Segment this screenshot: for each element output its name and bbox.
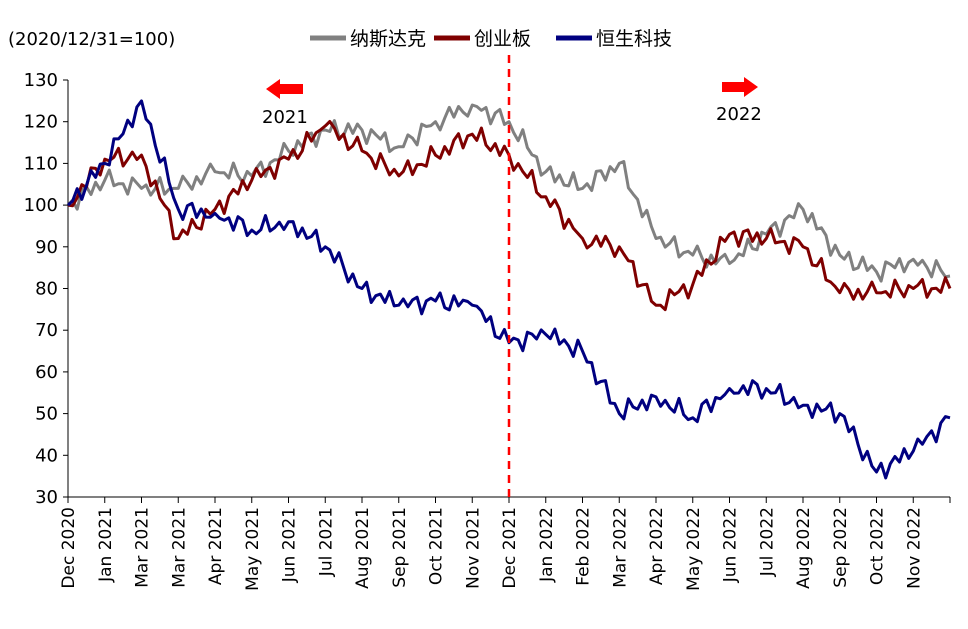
y-tick-label: 130 [24, 70, 58, 91]
legend: 纳斯达克 创业板 恒生科技 [310, 28, 672, 50]
y-tick-label: 70 [35, 320, 58, 341]
y-tick-label: 50 [35, 404, 58, 425]
x-tick-label: Oct 2022 [868, 507, 888, 585]
x-tick-label: Oct 2021 [427, 507, 447, 585]
x-tick-label: Jul 2022 [757, 507, 777, 577]
annotation-2022: 2022 [716, 77, 762, 125]
right-arrow-icon [722, 77, 758, 97]
x-tick-label: Dec 2020 [59, 507, 79, 589]
x-tick-label: Aug 2022 [794, 507, 814, 589]
x-tick-label: Mar 2021 [169, 507, 189, 588]
x-tick-label: Aug 2021 [353, 507, 373, 589]
x-tick-label: Feb 2022 [574, 507, 594, 586]
y-tick-label: 60 [35, 362, 58, 383]
y-axis: 30 40 50 60 70 80 90 100 110 120 130 [24, 70, 69, 508]
x-tick-label: Jun 2021 [280, 507, 300, 583]
x-tick-label: Apr 2022 [647, 507, 667, 585]
x-tick-label: Dec 2021 [500, 507, 520, 589]
x-tick-label: Sep 2022 [831, 507, 851, 588]
base-label: (2020/12/31=100) [8, 29, 175, 50]
legend-label-nasdaq: 纳斯达克 [350, 28, 426, 50]
annotation-2021-label: 2021 [262, 107, 308, 128]
y-tick-label: 40 [35, 445, 58, 466]
x-tick-label: May 2022 [684, 507, 704, 591]
x-tick-label: Mar 2022 [610, 507, 630, 588]
series-line-nasdaq [66, 103, 951, 283]
annotation-2021: 2021 [262, 79, 308, 128]
y-tick-label: 100 [24, 195, 58, 216]
x-tick-label: Apr 2021 [206, 507, 226, 585]
annotation-2022-label: 2022 [716, 104, 762, 125]
legend-label-hstech: 恒生科技 [596, 28, 672, 50]
x-tick-label: Mar 2021 [133, 507, 153, 588]
x-tick-label: Nov 2022 [904, 507, 924, 589]
y-tick-label: 110 [24, 153, 58, 174]
legend-label-chinext: 创业板 [474, 28, 531, 50]
y-tick-label: 90 [35, 237, 58, 258]
left-arrow-icon [266, 79, 303, 99]
y-tick-label: 80 [35, 279, 58, 300]
x-axis: Dec 2020 Jan 2021 Mar 2021 Mar 2021 Apr 2021… [59, 496, 951, 591]
x-tick-label: Jan 2022 [537, 507, 557, 583]
x-tick-label: Jan 2021 [96, 507, 116, 583]
x-tick-label: Sep 2021 [390, 507, 410, 588]
x-tick-label: May 2021 [243, 507, 263, 591]
x-tick-label: Jul 2021 [316, 507, 336, 577]
x-tick-label: Jun 2022 [721, 507, 741, 583]
y-tick-label: 120 [24, 112, 58, 133]
x-tick-label: Nov 2021 [463, 507, 483, 589]
y-tick-label: 30 [35, 487, 58, 508]
